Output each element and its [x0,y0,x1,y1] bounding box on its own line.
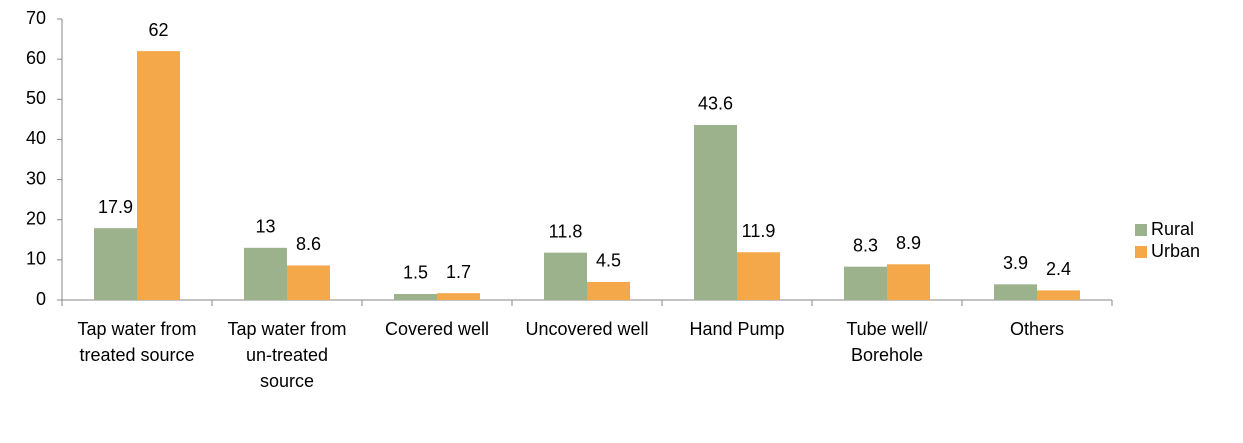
value-label: 11.9 [742,221,776,241]
bar [994,284,1037,300]
x-tick-label: Tube well/ Borehole [846,319,928,365]
value-label: 13 [255,217,275,237]
value-label: 2.4 [1046,259,1071,279]
value-label: 8.6 [296,234,321,254]
y-tick-label: 20 [26,208,46,228]
x-tick-label: Covered well [384,319,490,339]
bar [394,293,437,300]
y-tick-label: 40 [26,128,46,148]
bar [437,293,480,300]
value-label: 11.8 [549,221,583,241]
value-label: 3.9 [1003,253,1028,273]
value-label: 4.5 [596,251,621,271]
value-label: 1.7 [446,262,471,282]
bar [694,124,737,300]
value-label: 1.5 [403,263,428,283]
value-label: 43.6 [698,94,733,114]
bar [737,252,780,300]
legend-label: Urban [1151,241,1200,261]
bar [544,252,587,300]
legend-swatch [1135,246,1147,258]
x-tick-label: Tap water from treated source [77,319,197,365]
y-tick-label: 60 [26,48,46,68]
value-label: 8.9 [896,233,921,253]
x-tick-label: Hand Pump [689,319,785,339]
bar [94,228,137,300]
legend-label: Rural [1151,219,1194,239]
bar [587,281,630,300]
bar [287,265,330,300]
y-tick-label: 0 [36,289,46,309]
y-tick-label: 70 [26,8,46,28]
x-tick-label: Tap water from un-treated source [227,319,347,391]
bar [887,264,930,300]
x-tick-label: Others [1009,319,1065,339]
bar [137,51,180,300]
y-tick-label: 50 [26,88,46,108]
value-label: 8.3 [853,235,878,255]
value-label: 62 [148,20,168,40]
bar [1037,290,1080,300]
y-tick-label: 30 [26,168,46,188]
y-tick-label: 10 [26,249,46,269]
bar [244,247,287,300]
value-label: 17.9 [98,197,133,217]
legend-swatch [1135,224,1147,236]
x-tick-label: Uncovered well [525,319,649,339]
bar [844,266,887,300]
